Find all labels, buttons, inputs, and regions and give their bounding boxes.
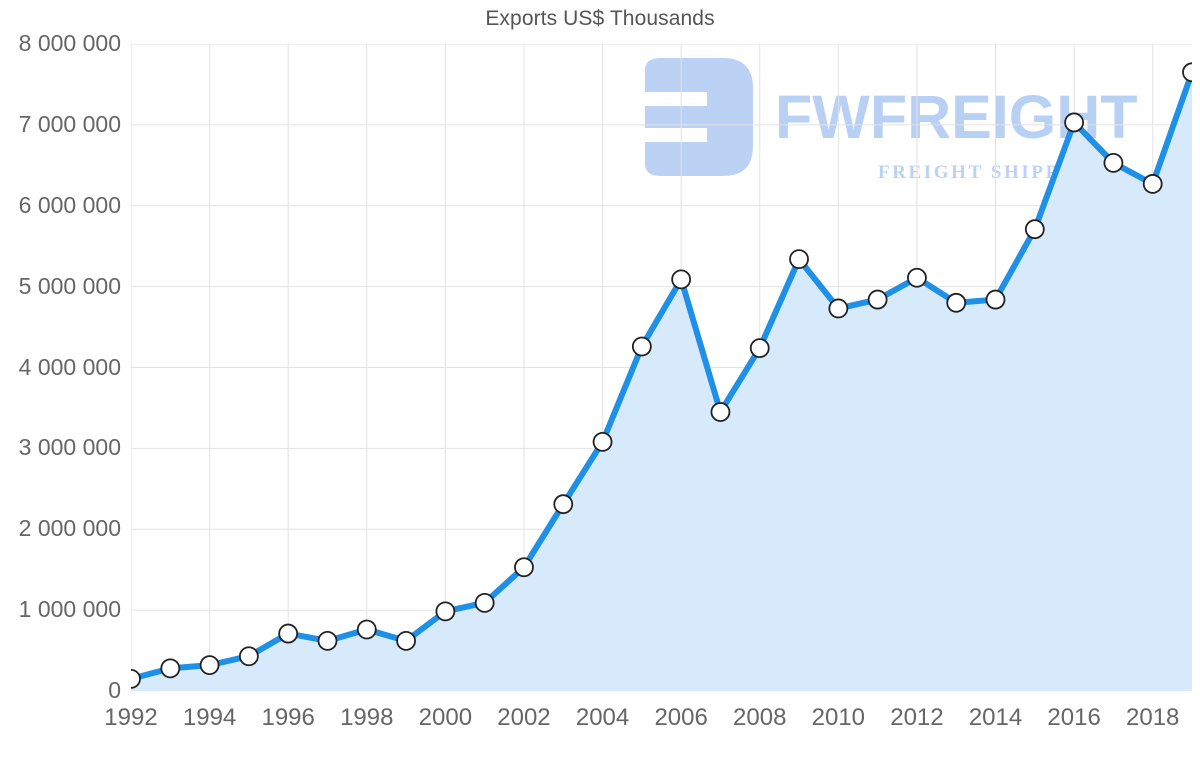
x-axis-tick-label: 2010	[811, 704, 866, 731]
y-axis-tick-label: 0	[108, 677, 121, 703]
x-axis-tick-label: 2006	[654, 704, 708, 731]
data-line	[131, 69, 1192, 682]
y-axis-tick-label: 8 000 000	[18, 30, 121, 56]
x-axis-tick-label: 1996	[261, 704, 315, 731]
y-axis-labels: 0 1 000 000 2 000 000 3 000 000 4 000 000 5 0…	[0, 0, 121, 763]
y-axis-tick-label: 5 000 000	[18, 272, 121, 299]
y-axis-tick-label: 1 000 000	[18, 596, 121, 623]
x-axis-tick-label: 2018	[1126, 704, 1180, 731]
x-axis-tick-label: 2004	[575, 704, 630, 731]
x-axis-tick-label: 1998	[340, 704, 394, 731]
x-axis-tick-label: 2014	[968, 704, 1023, 731]
x-axis-tick-label: 2008	[733, 704, 787, 731]
y-axis-tick-label: 7 000 000	[18, 110, 121, 137]
data-point-markers	[131, 62, 1192, 689]
y-axis-tick-label: 3 000 000	[18, 434, 121, 461]
y-axis-tick-label: 2 000 000	[18, 515, 121, 542]
x-axis-tick-label: 1994	[182, 704, 237, 731]
plot-area	[131, 44, 1192, 691]
x-axis-tick-label: 2012	[890, 704, 944, 731]
y-axis-tick-label: 4 000 000	[18, 353, 121, 380]
chart-title: Exports US$ Thousands	[485, 7, 715, 30]
x-axis-tick-label: 1992	[104, 704, 158, 731]
x-axis-labels: 1992 1994 1996 1998 2000 2002 2004 2006 2008 2010…	[0, 706, 1200, 746]
x-axis-tick-label: 2016	[1047, 704, 1101, 731]
x-axis-tick-label: 2002	[497, 704, 551, 731]
x-axis-tick-label: 2000	[418, 704, 473, 731]
y-axis-tick-label: 6 000 000	[18, 191, 121, 218]
area-fill	[131, 72, 1192, 691]
